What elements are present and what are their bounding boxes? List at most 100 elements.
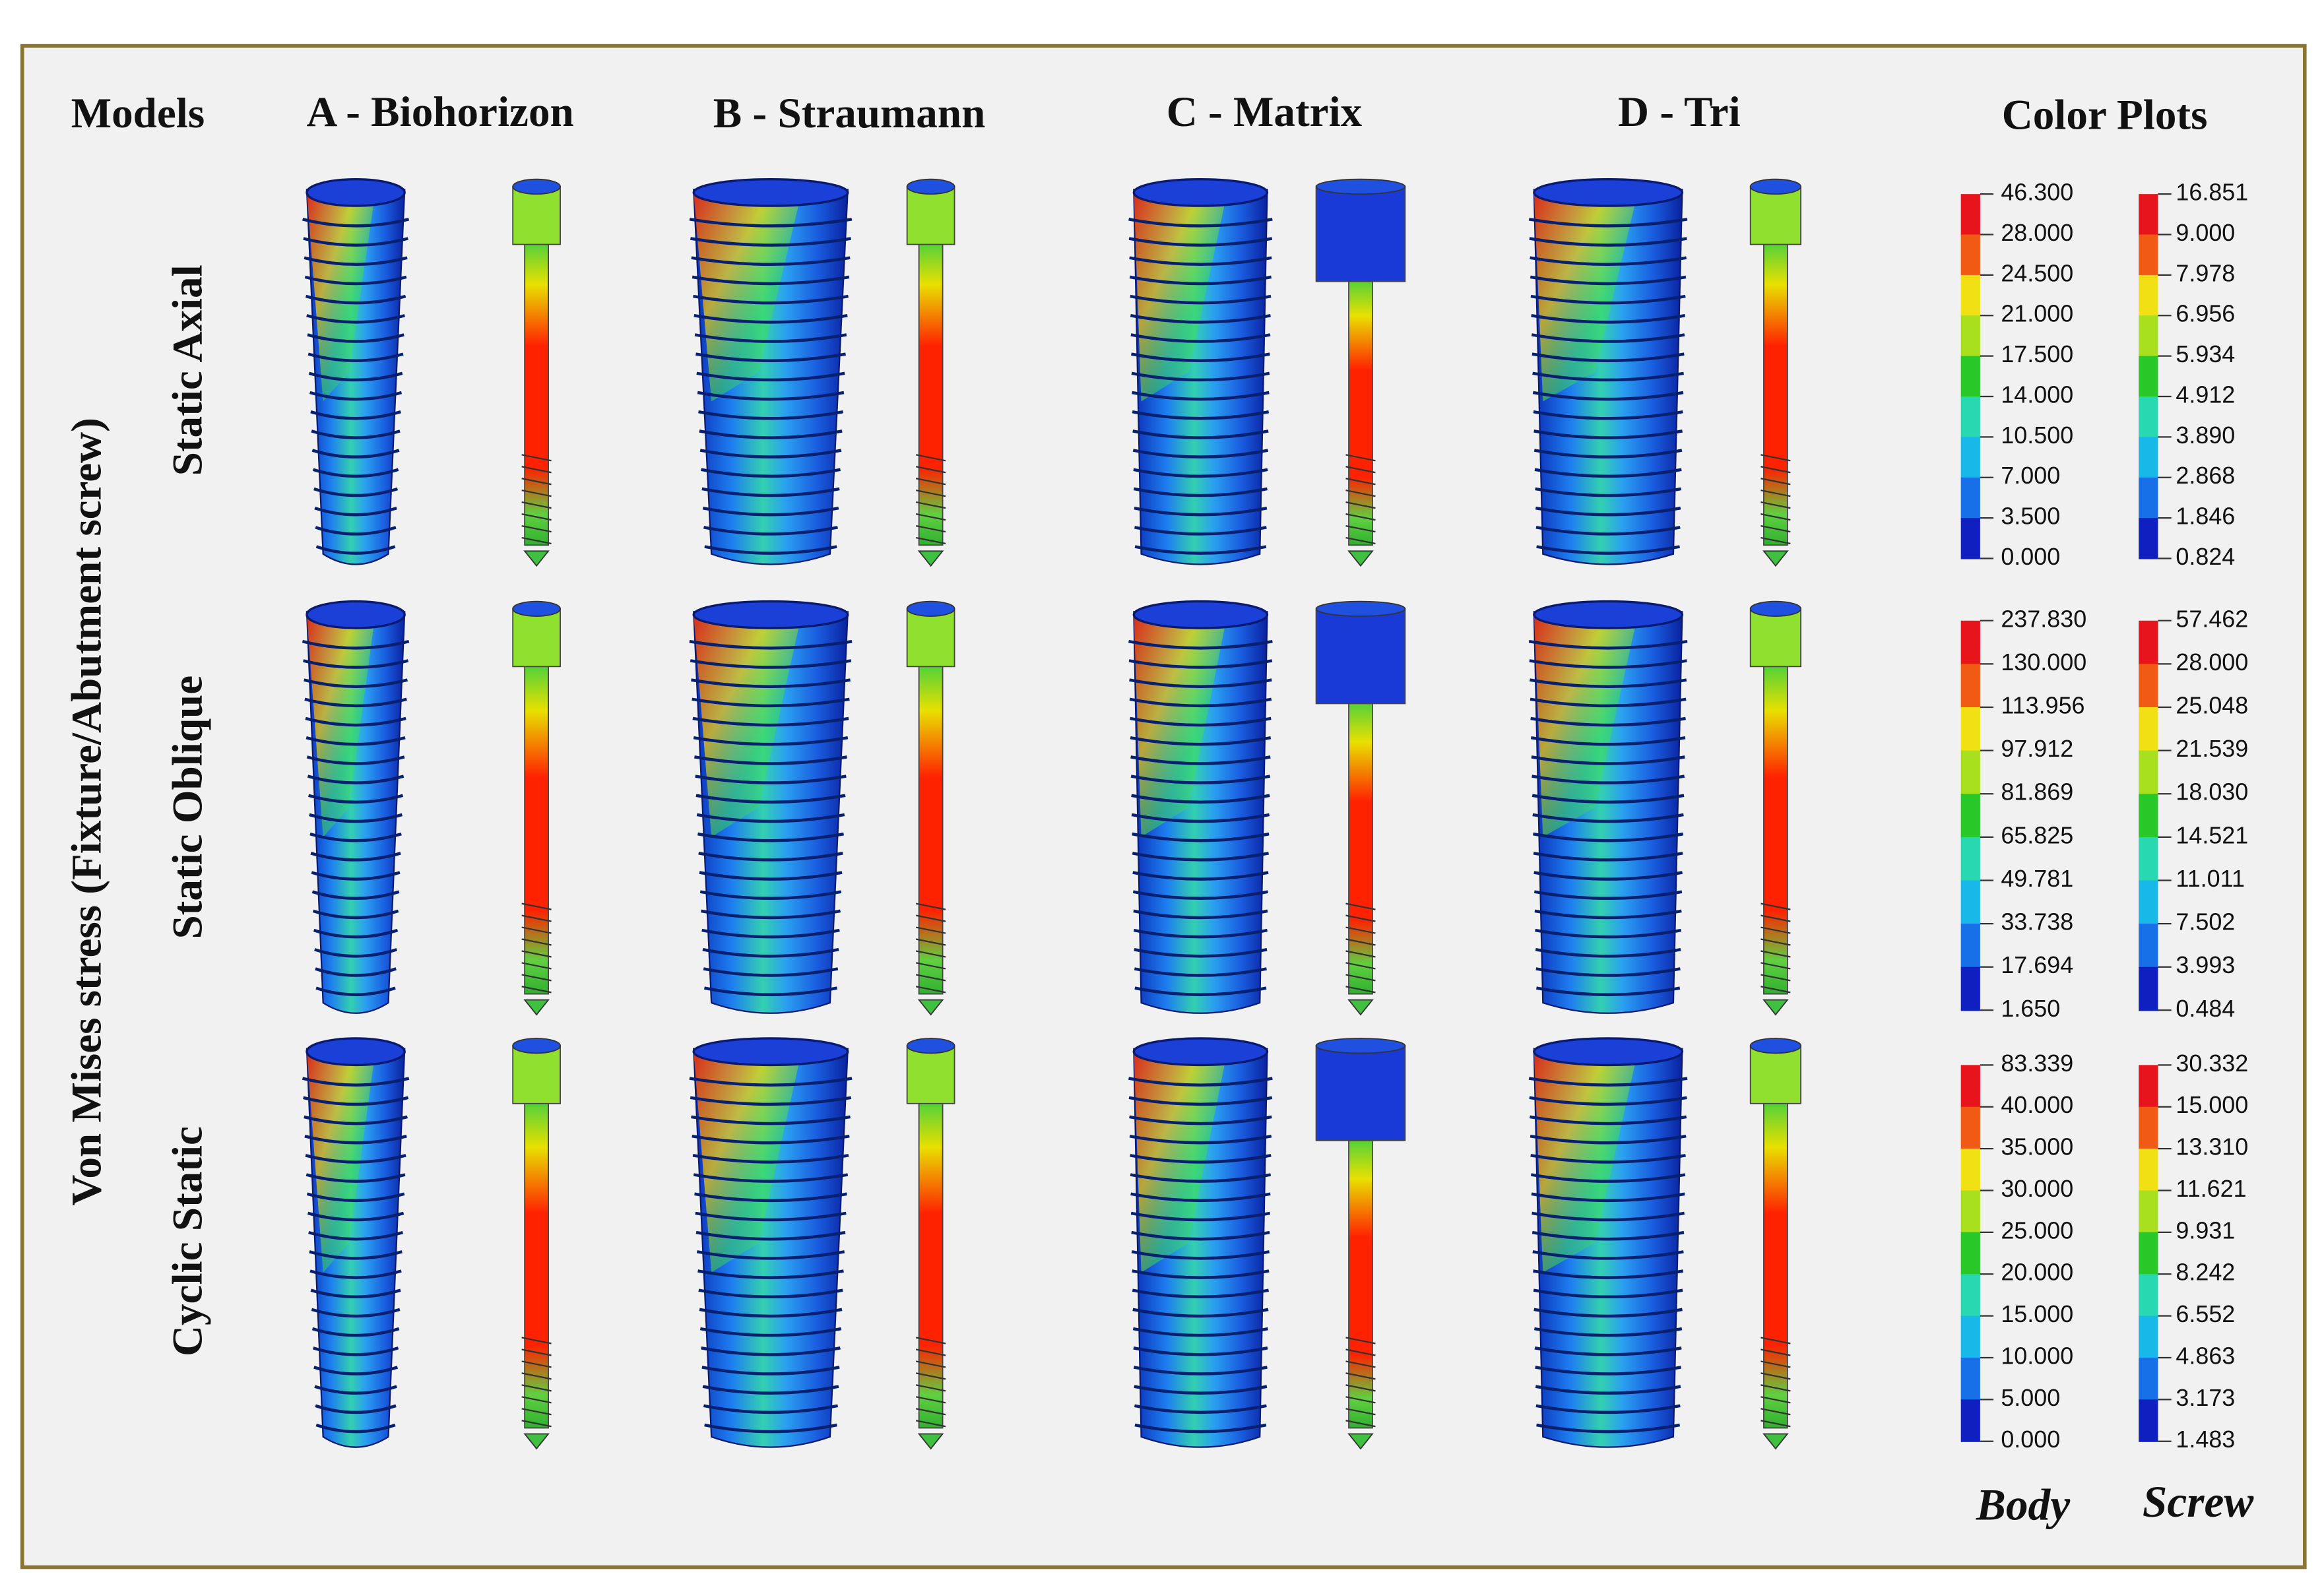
screw-head bbox=[1315, 608, 1406, 705]
thread bbox=[689, 1077, 853, 1087]
thread bbox=[1130, 775, 1271, 784]
screw-head bbox=[906, 1045, 955, 1104]
screw-thread bbox=[1345, 1337, 1376, 1345]
legend-label: 25.000 bbox=[2001, 1217, 2073, 1244]
screw-head bbox=[1749, 1045, 1801, 1104]
thread bbox=[1131, 1230, 1270, 1241]
thread bbox=[690, 1096, 852, 1106]
thread bbox=[1533, 1327, 1683, 1337]
implant-body bbox=[1528, 1037, 1688, 1448]
thread bbox=[1535, 506, 1681, 517]
thread bbox=[695, 352, 846, 362]
screw-thread bbox=[1760, 1372, 1791, 1380]
screw-head bbox=[1315, 1045, 1406, 1141]
color-swatch bbox=[1960, 396, 1980, 438]
screw-thread bbox=[521, 974, 552, 982]
color-swatch bbox=[1960, 194, 1980, 236]
thread bbox=[309, 832, 402, 842]
thread bbox=[1133, 468, 1268, 478]
thread bbox=[1132, 429, 1269, 439]
thread bbox=[1133, 909, 1268, 920]
thread bbox=[1528, 640, 1688, 650]
thread bbox=[1533, 410, 1683, 420]
thread bbox=[704, 986, 838, 996]
screw-thread bbox=[915, 1348, 946, 1356]
screw-thread bbox=[1345, 466, 1376, 474]
y-axis-label: Von Mises stress (Fixture/Abutment screw… bbox=[63, 418, 111, 1206]
screw-thread bbox=[521, 926, 552, 934]
thread bbox=[1132, 1269, 1270, 1279]
thread bbox=[308, 794, 404, 804]
thread bbox=[1530, 294, 1686, 305]
screw-thread bbox=[1345, 1372, 1376, 1380]
thread bbox=[699, 871, 843, 881]
thread bbox=[315, 1423, 396, 1434]
thread bbox=[304, 697, 407, 708]
thread bbox=[1535, 1366, 1681, 1376]
legend-label: 25.048 bbox=[2176, 692, 2248, 719]
thread bbox=[691, 678, 851, 688]
color-swatch bbox=[1960, 477, 1980, 519]
thread bbox=[697, 832, 844, 842]
thread bbox=[1132, 449, 1269, 459]
column-header: B - Straumann bbox=[713, 90, 986, 137]
screw-head bbox=[512, 1045, 561, 1104]
color-swatch bbox=[1960, 1357, 1980, 1401]
legend-label: 237.830 bbox=[2001, 605, 2086, 632]
color-swatch bbox=[1960, 664, 1980, 709]
screw-thread bbox=[915, 1420, 946, 1428]
thread bbox=[695, 1230, 846, 1241]
screw-thread bbox=[1760, 478, 1791, 486]
color-plots-label: Color Plots bbox=[2002, 91, 2208, 139]
screw-head-top bbox=[906, 178, 955, 195]
legend-label: 28.000 bbox=[2001, 219, 2073, 246]
thread bbox=[693, 294, 849, 305]
thread bbox=[1532, 1230, 1685, 1241]
screw-shape bbox=[1348, 1134, 1373, 1429]
thread bbox=[694, 1192, 847, 1203]
thread bbox=[1528, 1077, 1688, 1087]
legend-label: 30.000 bbox=[2001, 1175, 2073, 1202]
color-swatch bbox=[2139, 1065, 2158, 1108]
abutment-screw bbox=[906, 600, 955, 1016]
thread bbox=[310, 1288, 401, 1299]
screw-thread bbox=[521, 513, 552, 521]
thread bbox=[1130, 736, 1272, 746]
thread bbox=[1534, 909, 1682, 920]
screw-thread bbox=[1760, 1360, 1791, 1368]
thread bbox=[305, 1154, 406, 1164]
thread bbox=[1533, 429, 1683, 439]
color-swatch bbox=[2139, 1106, 2158, 1150]
color-swatch bbox=[2139, 794, 2158, 838]
abutment-screw bbox=[512, 1038, 561, 1450]
legend-label: 3.890 bbox=[2176, 422, 2235, 449]
screw-head bbox=[512, 608, 561, 668]
screw-tip bbox=[1762, 550, 1789, 567]
thread bbox=[1129, 697, 1272, 708]
thread bbox=[1131, 813, 1270, 823]
thread bbox=[1533, 1288, 1683, 1299]
screw-thread bbox=[1760, 1384, 1791, 1392]
abutment-screw bbox=[512, 600, 561, 1016]
screw-thread bbox=[1345, 926, 1376, 934]
screw-shape bbox=[524, 660, 549, 995]
screw-head-top bbox=[1315, 600, 1406, 617]
thread bbox=[1132, 410, 1270, 420]
thread bbox=[695, 794, 846, 804]
implant-opening bbox=[1533, 1037, 1684, 1067]
screw-thread bbox=[915, 454, 946, 462]
screw-thread bbox=[1345, 1408, 1376, 1416]
thread bbox=[309, 391, 403, 401]
implant-opening bbox=[1132, 600, 1269, 629]
legend-label: 14.000 bbox=[2001, 381, 2073, 408]
thread bbox=[1130, 1154, 1272, 1164]
color-swatch bbox=[2139, 750, 2158, 795]
color-swatch bbox=[1960, 315, 1980, 357]
thread bbox=[698, 1288, 843, 1298]
thread bbox=[1133, 1366, 1268, 1376]
screw-thread bbox=[1345, 1420, 1376, 1428]
thread bbox=[1132, 890, 1268, 900]
thread bbox=[311, 871, 401, 881]
screw-thread bbox=[915, 1372, 946, 1380]
